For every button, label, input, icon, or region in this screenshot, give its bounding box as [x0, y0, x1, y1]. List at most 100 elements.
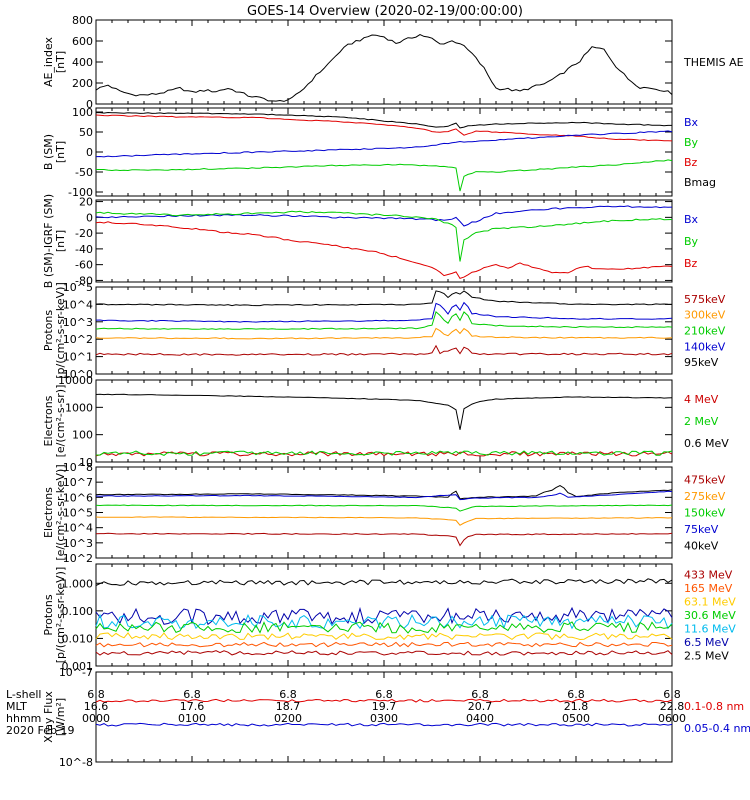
y-tick-label: 10^0 — [63, 368, 93, 381]
panel-frame — [95, 379, 673, 463]
y-tick-label: 10 — [79, 456, 93, 469]
x-row-label: 2020 Feb 19 — [6, 724, 74, 737]
series-line-210kev — [95, 311, 673, 330]
x-tick-label-mlt: 18.7 — [276, 700, 301, 713]
panel-frame — [95, 286, 673, 375]
series-line-75kev — [95, 490, 673, 501]
y-tick-label: 10^7 — [63, 476, 93, 489]
y-tick-label: 10^6 — [63, 491, 93, 504]
y-tick-label: -50 — [75, 166, 93, 179]
legend-entry: 300keV — [684, 309, 726, 322]
x-tick-label-hhmm: 0200 — [274, 712, 302, 725]
panel-frame — [95, 563, 673, 667]
legend-entry: 475keV — [684, 473, 726, 486]
y-tick-label: -100 — [68, 186, 93, 199]
panel-b_igrf: -80 -60 -40 -20 0 20 B (SM)-IGRF (SM) [nT] Bx By B… — [42, 194, 699, 288]
legend-entry: 11.6 MeV — [684, 622, 736, 635]
y-tick-label: 10^1 — [63, 351, 93, 364]
series-line-bx — [95, 205, 673, 227]
x-tick-label-mlt: 20.7 — [468, 700, 493, 713]
series-line-475kev — [95, 532, 673, 547]
legend-entry: 0.1-0.8 nm — [684, 700, 744, 713]
y-axis-label: Electrons — [42, 487, 55, 538]
series-line-2-mev — [95, 450, 673, 456]
y-tick-label: 10^8 — [63, 461, 93, 474]
y-tick-label: 1000 — [65, 401, 93, 414]
y-tick-label: 400 — [72, 56, 93, 69]
x-tick-label-lshell: 6.8 — [183, 688, 201, 701]
panel-b_sm: -100 -50 0 50 100 B (SM) [nT] Bx By Bz Bmag — [42, 106, 716, 199]
series-line-bz — [95, 114, 673, 142]
y-tick-label: 600 — [72, 35, 93, 48]
legend-entry: 6.5 MeV — [684, 636, 729, 649]
y-tick-label: -60 — [75, 259, 93, 272]
series-line-0-05-0-4-nm — [95, 722, 673, 727]
legend-entry: 140keV — [684, 340, 726, 353]
x-row-label: MLT — [6, 700, 27, 713]
legend-entry: 0.6 MeV — [684, 437, 729, 450]
y-axis-label: [p/(cm²-s-sr-keV)] — [54, 567, 67, 664]
series-line-95kev — [95, 290, 673, 307]
series-line-11-6-mev — [95, 613, 673, 630]
series-line-4-mev — [95, 451, 673, 457]
legend-entry: 2 MeV — [684, 415, 719, 428]
y-axis-label: [nT] — [54, 51, 67, 73]
legend-entry: 165 MeV — [684, 582, 733, 595]
series-line-575kev — [95, 344, 673, 356]
x-tick-label-hhmm: 0600 — [658, 712, 686, 725]
series-line-bz — [95, 221, 673, 279]
y-tick-label: -20 — [75, 227, 93, 240]
panel-electrons_diff: 10^2 10^3 10^4 10^5 10^6 10^7 10^8 Electrons [e/… — [42, 461, 726, 565]
legend-entry: Bx — [684, 116, 699, 129]
series-line-140kev — [95, 301, 673, 323]
x-row-label: hhmm — [6, 712, 41, 725]
legend-entry: 2.5 MeV — [684, 649, 729, 662]
legend-entry: 75keV — [684, 523, 719, 536]
y-tick-label: 0 — [86, 211, 93, 224]
y-axis-label: Electrons — [42, 395, 55, 446]
panel-frame — [95, 466, 673, 559]
y-axis-label: [nT] — [54, 230, 67, 252]
legend-entry: 95keV — [684, 356, 719, 369]
panel-protons_lo: 10^0 10^1 10^2 10^3 10^4 10^5 Protons [p/(cm²-s… — [42, 281, 726, 381]
x-tick-label-lshell: 6.8 — [471, 688, 489, 701]
series-line-2-5-mev — [95, 578, 673, 586]
legend-entry: 63.1 MeV — [684, 596, 736, 609]
legend-entry: Bmag — [684, 176, 716, 189]
panel-frame — [95, 199, 673, 283]
legend-entry: 4 MeV — [684, 393, 719, 406]
y-tick-label: 100 — [72, 106, 93, 119]
y-tick-label: 0.001 — [62, 660, 94, 673]
x-tick-label-hhmm: 0400 — [466, 712, 494, 725]
series-line-by — [96, 159, 673, 192]
x-tick-label-hhmm: 0500 — [562, 712, 590, 725]
legend-entry: 575keV — [684, 293, 726, 306]
series-line-300kev — [95, 327, 673, 340]
series-line-275kev — [95, 516, 673, 526]
series-line-150kev — [95, 504, 673, 512]
y-tick-label: 10^2 — [63, 333, 93, 346]
x-tick-label-lshell: 6.8 — [567, 688, 585, 701]
series-line-0-1-0-8-nm — [95, 698, 673, 703]
chart-title: GOES-14 Overview (2020-02-19/00:00:00) — [247, 4, 523, 19]
y-tick-label: -40 — [75, 243, 93, 256]
panel-protons_hi: 0.001 0.010 0.100 1.000 Protons [p/(cm²-s-sr-… — [42, 563, 736, 673]
y-tick-label: 10^2 — [63, 552, 93, 565]
panel-ae: 0 200 400 600 800 AE_index [nT] THEMIS AE — [42, 14, 744, 111]
legend-entry: Bz — [684, 257, 698, 270]
y-tick-label: 1.000 — [62, 577, 94, 590]
x-tick-label-hhmm: 0100 — [178, 712, 206, 725]
x-tick-label-hhmm: 0300 — [370, 712, 398, 725]
y-tick-label: 10^-8 — [59, 756, 93, 769]
y-axis-label: [W/m²] — [54, 698, 67, 736]
y-axis-label: Protons — [42, 310, 55, 351]
x-tick-label-mlt: 21.8 — [564, 700, 589, 713]
y-tick-label: 800 — [72, 14, 93, 27]
series-line-by — [95, 210, 673, 262]
y-tick-label: 10^4 — [63, 522, 93, 535]
y-tick-label: 100 — [72, 429, 93, 442]
y-tick-label: 10^5 — [63, 507, 93, 520]
